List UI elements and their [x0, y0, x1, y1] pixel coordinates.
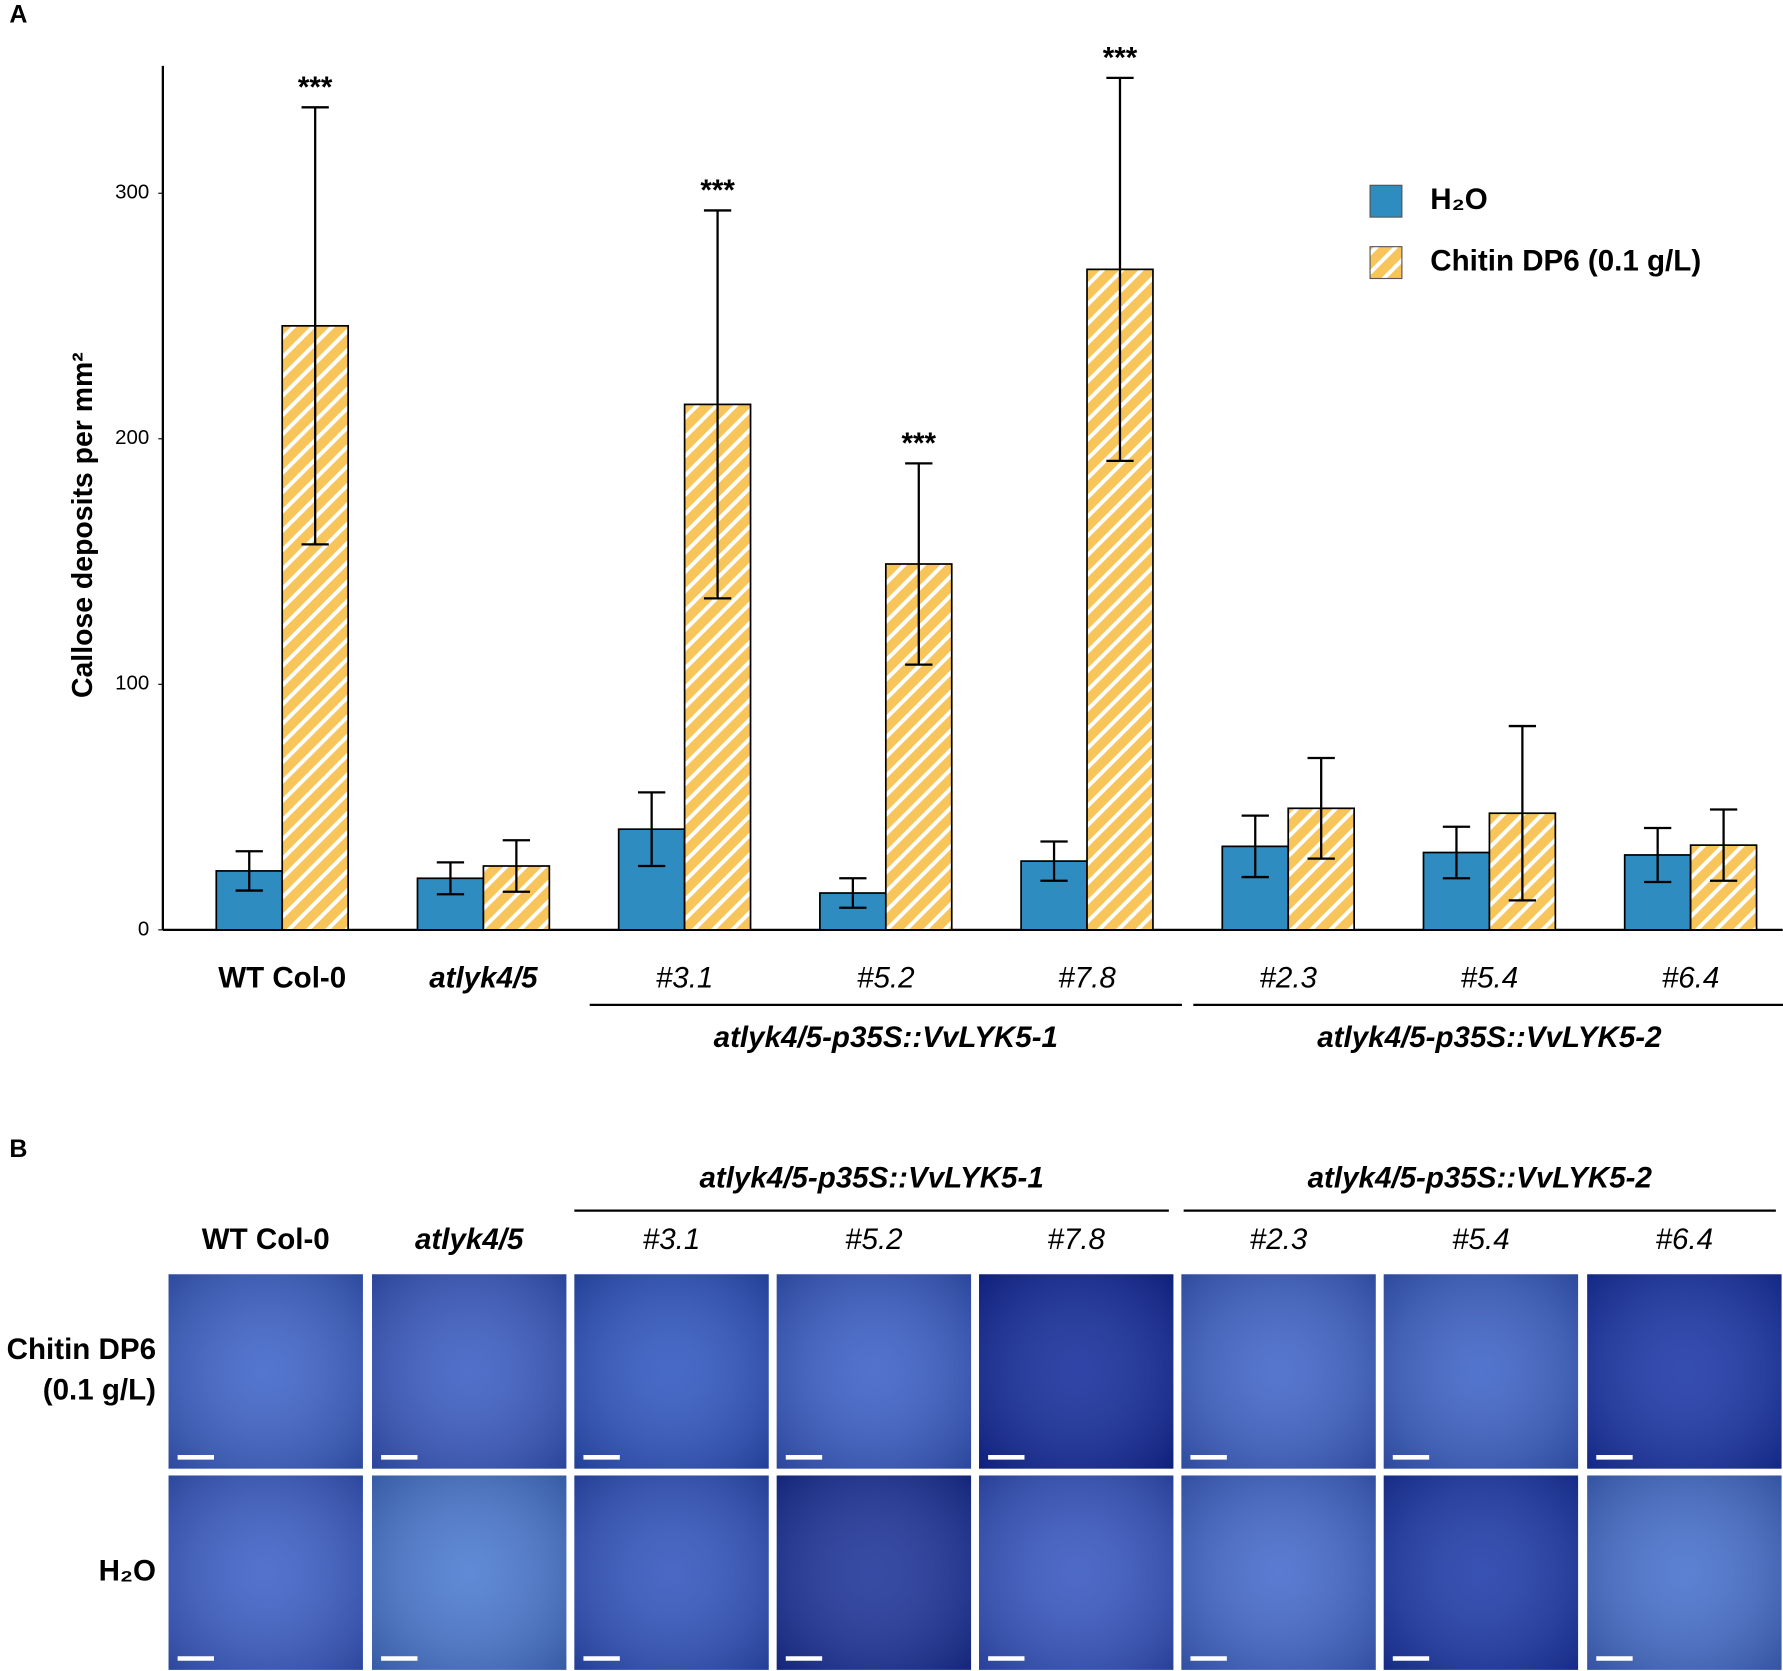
error-bar	[839, 877, 867, 909]
micrograph-shade	[1383, 1274, 1579, 1469]
error-bar	[301, 106, 329, 546]
error-bar	[638, 791, 666, 868]
x-tick-label: #6.4	[1662, 962, 1720, 995]
column-label: #2.3	[1250, 1223, 1308, 1256]
group-label: atlyk4/5-p35S::VvLYK5-1	[699, 1162, 1043, 1195]
micrograph-shade	[1383, 1475, 1579, 1670]
x-tick-label: #5.2	[857, 962, 915, 995]
legend-swatch	[1369, 246, 1403, 280]
column-label: #5.4	[1452, 1223, 1510, 1256]
group-label: atlyk4/5-p35S::VvLYK5-1	[714, 1021, 1058, 1054]
x-tick-label: #7.8	[1058, 962, 1116, 995]
micrograph-shade	[1587, 1475, 1782, 1670]
significance: ***	[1103, 41, 1138, 74]
row-label: H₂O	[99, 1554, 156, 1587]
micrograph-shade	[574, 1274, 769, 1469]
column-label: #3.1	[643, 1223, 701, 1256]
micrograph-shade	[372, 1475, 567, 1670]
micrograph-shade	[168, 1475, 363, 1670]
row-label: Chitin DP6	[7, 1333, 156, 1366]
x-tick-label: #2.3	[1259, 962, 1317, 995]
group-label: atlyk4/5-p35S::VvLYK5-2	[1317, 1021, 1662, 1054]
row-label: (0.1 g/L)	[43, 1374, 156, 1407]
column-label: WT Col-0	[202, 1223, 330, 1256]
error-bar	[1644, 826, 1672, 884]
micrograph-shade	[1587, 1274, 1782, 1469]
micrograph-shade	[574, 1475, 769, 1670]
y-tick-label: 0	[138, 917, 149, 940]
x-tick-label: #5.4	[1461, 962, 1519, 995]
legend-label: Chitin DP6 (0.1 g/L)	[1430, 244, 1701, 277]
column-label: #5.2	[845, 1223, 903, 1256]
error-bar	[905, 462, 933, 666]
significance: ***	[298, 71, 333, 104]
y-tick-label: 300	[115, 181, 149, 204]
y-tick-label: 200	[115, 426, 149, 449]
micrograph-shade	[979, 1475, 1174, 1670]
legend-swatch	[1369, 184, 1403, 218]
x-tick-label: WT Col-0	[218, 962, 346, 995]
error-bar	[1709, 808, 1738, 882]
x-tick-label: atlyk4/5	[429, 962, 538, 995]
error-bar	[1106, 76, 1134, 463]
micrograph-shade	[979, 1274, 1174, 1469]
column-label: #6.4	[1656, 1223, 1714, 1256]
x-tick-label: #3.1	[656, 962, 714, 995]
legend-label: H₂O	[1430, 183, 1487, 216]
micrograph-shade	[168, 1274, 363, 1469]
micrograph-shade	[1181, 1475, 1376, 1670]
micrograph-shade	[372, 1274, 567, 1469]
micrograph-shade	[776, 1274, 972, 1469]
panel-label: A	[9, 1, 27, 29]
column-label: atlyk4/5	[415, 1223, 524, 1256]
micrograph-shade	[1181, 1274, 1376, 1469]
error-bar	[1508, 724, 1537, 902]
error-bar	[1241, 814, 1269, 879]
micrograph-shade	[776, 1475, 972, 1670]
panel-label: B	[9, 1135, 27, 1163]
group-label: atlyk4/5-p35S::VvLYK5-2	[1308, 1162, 1653, 1195]
error-bar	[502, 839, 531, 893]
error-bar	[1040, 840, 1068, 882]
significance: ***	[700, 174, 735, 207]
column-label: #7.8	[1047, 1223, 1105, 1256]
y-axis-label: Callose deposits per mm²	[67, 352, 99, 698]
error-bar	[1307, 756, 1335, 860]
error-bar	[1442, 825, 1471, 880]
error-bar	[235, 850, 263, 892]
error-bar	[703, 209, 732, 600]
error-bar	[436, 861, 465, 896]
significance: ***	[902, 427, 937, 460]
y-tick-label: 100	[115, 672, 149, 695]
